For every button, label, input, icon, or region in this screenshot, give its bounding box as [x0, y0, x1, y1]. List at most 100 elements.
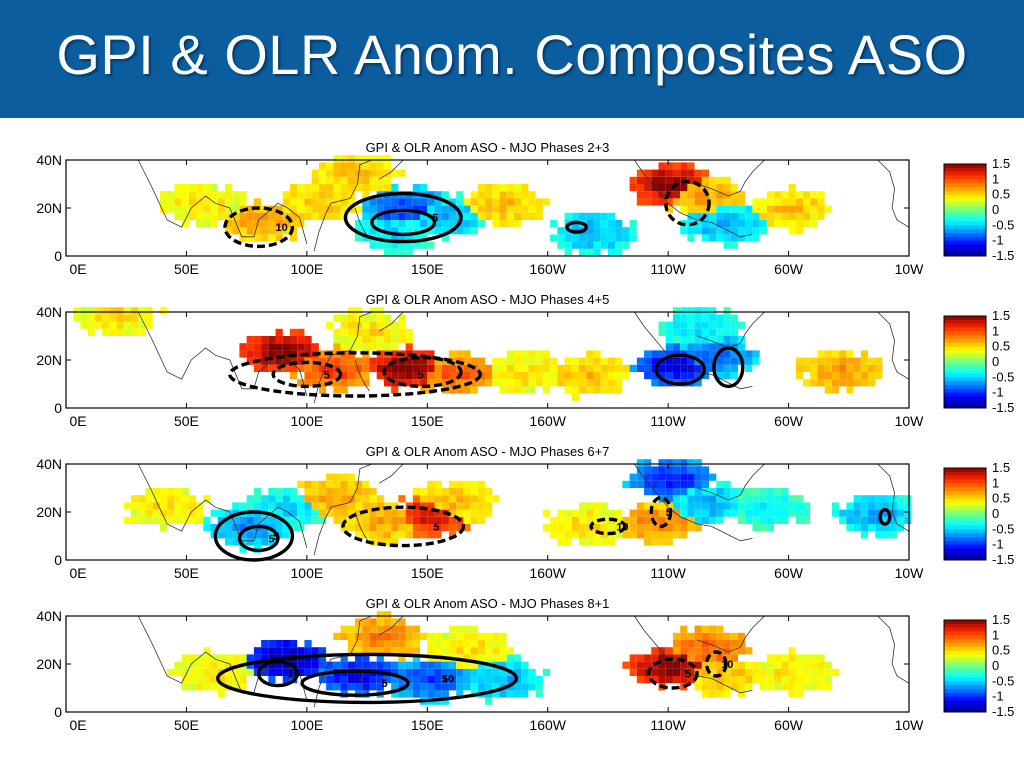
gpi-cell [470, 198, 478, 206]
gpi-cell [181, 198, 189, 206]
gpi-cell [448, 205, 457, 213]
gpi-cell [311, 488, 319, 496]
gpi-cell [651, 466, 659, 474]
gpi-cell [766, 220, 775, 228]
gpi-cell [492, 668, 500, 676]
gpi-cell [709, 640, 717, 648]
gpi-cell [586, 502, 594, 510]
gpi-cell [268, 495, 276, 503]
gpi-cell [261, 640, 269, 648]
gpi-cell [441, 220, 449, 228]
gpi-cell [506, 220, 514, 228]
gpi-cell [376, 155, 384, 163]
gpi-cell [521, 683, 529, 691]
gpi-cell [355, 495, 363, 503]
gpi-cell [376, 220, 384, 228]
gpi-cell [781, 654, 789, 662]
gpi-cell [745, 668, 753, 676]
gpi-cell [340, 184, 348, 192]
gpi-cell [282, 350, 290, 358]
gpi-cell [405, 509, 413, 517]
gpi-cell [138, 328, 146, 336]
gpi-cell [398, 328, 406, 336]
gpi-cell [694, 307, 702, 315]
colorbar-tick-label: -0.5 [992, 217, 1014, 232]
gpi-cell [737, 509, 746, 517]
gpi-cell [441, 372, 449, 380]
gpi-cell [694, 379, 702, 387]
colorbar-segment [944, 202, 986, 207]
gpi-cell [723, 372, 731, 380]
gpi-cell [239, 234, 247, 242]
gpi-cell [145, 516, 153, 524]
gpi-cell [550, 531, 558, 539]
gpi-cell [333, 357, 341, 365]
gpi-cell [824, 668, 832, 676]
gpi-cell [318, 480, 327, 488]
gpi-cell [651, 538, 659, 546]
gpi-cell [369, 162, 377, 170]
gpi-cell [391, 632, 399, 640]
gpi-cell [701, 676, 710, 684]
gpi-cell [593, 386, 601, 394]
gpi-cell [188, 502, 197, 510]
gpi-cell [412, 625, 421, 633]
gpi-cell [723, 307, 731, 315]
gpi-cell [275, 205, 283, 213]
gpi-cell [557, 538, 565, 546]
gpi-cell [369, 205, 377, 213]
gpi-cell [831, 364, 840, 372]
gpi-cell [282, 647, 290, 655]
gpi-cell [831, 372, 840, 380]
gpi-cell [232, 654, 240, 662]
gpi-cell [579, 524, 587, 532]
gpi-cell [347, 524, 356, 532]
gpi-cell [188, 205, 197, 213]
gpi-cell [456, 690, 464, 698]
gpi-cell [174, 191, 182, 199]
gpi-cell [586, 538, 594, 546]
gpi-cell [463, 205, 471, 213]
gpi-cell [716, 625, 724, 633]
gpi-cell [817, 676, 825, 684]
gpi-cell [456, 386, 464, 394]
gpi-cell [398, 516, 406, 524]
olr-contour-solid [216, 652, 519, 705]
gpi-cell [716, 509, 724, 517]
gpi-cell [268, 212, 276, 220]
gpi-cell [810, 676, 818, 684]
gpi-cell [644, 198, 652, 206]
gpi-cell [174, 212, 182, 220]
colorbar-segment [944, 521, 986, 526]
gpi-cell [593, 524, 601, 532]
gpi-cell [564, 531, 572, 539]
gpi-cell [680, 321, 688, 329]
gpi-cell [694, 314, 702, 322]
gpi-cell [658, 169, 666, 177]
gpi-cell [463, 220, 471, 228]
gpi-cell [73, 314, 81, 322]
colorbar-segment [944, 346, 986, 351]
gpi-cell [463, 350, 471, 358]
gpi-cell [803, 683, 811, 691]
panel-title: GPI & OLR Anom ASO - MJO Phases 6+7 [366, 444, 610, 459]
gpi-cell [383, 516, 392, 524]
gpi-cell [253, 350, 262, 358]
colorbar-segment [944, 494, 986, 500]
gpi-cell [275, 524, 283, 532]
gpi-cell [766, 488, 775, 496]
gpi-cell [369, 661, 377, 669]
gpi-cell [311, 502, 319, 510]
gpi-cell [752, 205, 760, 213]
gpi-cell [658, 364, 666, 372]
gpi-cell [427, 668, 435, 676]
gpi-cell [282, 524, 290, 532]
gpi-cell [492, 357, 500, 365]
gpi-cell [362, 488, 370, 496]
gpi-cell [412, 234, 421, 242]
gpi-cell [636, 473, 645, 481]
gpi-cell [658, 480, 666, 488]
gpi-cell [405, 198, 413, 206]
gpi-cell [398, 227, 406, 235]
x-tick-label: 110W [650, 413, 686, 429]
